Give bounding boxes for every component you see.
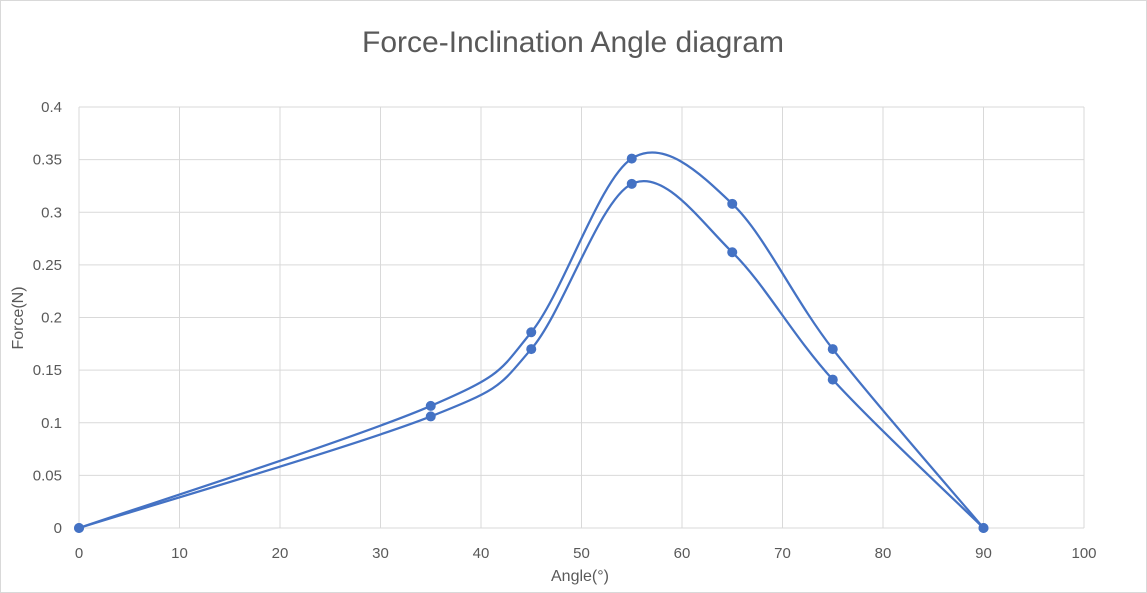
y-tick-label: 0.05	[33, 467, 62, 484]
x-tick-label: 80	[875, 545, 892, 562]
data-point	[526, 344, 537, 355]
series-1	[74, 151, 989, 533]
y-tick-label: 0.1	[41, 415, 62, 432]
data-point	[827, 344, 838, 355]
data-point	[827, 374, 838, 385]
y-tick-label: 0.25	[33, 257, 62, 274]
x-tick-label: 90	[975, 545, 992, 562]
data-point	[727, 247, 738, 258]
y-tick-label: 0	[54, 520, 62, 537]
x-tick-label: 50	[573, 545, 590, 562]
data-point	[626, 178, 637, 189]
chart-title: Force-Inclination Angle diagram	[362, 26, 784, 59]
x-tick-label: 100	[1071, 545, 1096, 562]
x-axis-title: Angle(°)	[551, 568, 609, 585]
x-tick-label: 40	[473, 545, 490, 562]
data-point	[626, 153, 637, 164]
data-point	[425, 411, 436, 422]
data-point	[526, 327, 537, 338]
data-point	[727, 198, 738, 209]
x-tick-label: 70	[774, 545, 791, 562]
data-point	[425, 400, 436, 411]
y-tick-label: 0.2	[41, 310, 62, 327]
x-tick-label: 20	[272, 545, 289, 562]
series-2	[74, 178, 989, 533]
y-tick-label: 0.35	[33, 152, 62, 169]
x-tick-label: 30	[372, 545, 389, 562]
y-tick-label: 0.3	[41, 204, 62, 221]
data-point	[978, 523, 989, 533]
tick-labels: 0 10 20 30 40 50 60 70 80 90 100 0 0.05 0.1 0.15 0.2 0.2…	[33, 99, 1097, 562]
y-tick-label: 0.4	[41, 99, 62, 116]
gridlines	[78, 106, 1085, 529]
x-tick-label: 60	[674, 545, 691, 562]
series-line	[78, 180, 985, 530]
data-point	[74, 523, 84, 533]
y-axis-title: Force(N)	[10, 286, 27, 349]
x-tick-label: 10	[171, 545, 188, 562]
series-line	[78, 151, 985, 530]
series-layer	[74, 151, 989, 533]
x-tick-label: 0	[75, 545, 83, 562]
y-tick-label: 0.15	[33, 362, 62, 379]
